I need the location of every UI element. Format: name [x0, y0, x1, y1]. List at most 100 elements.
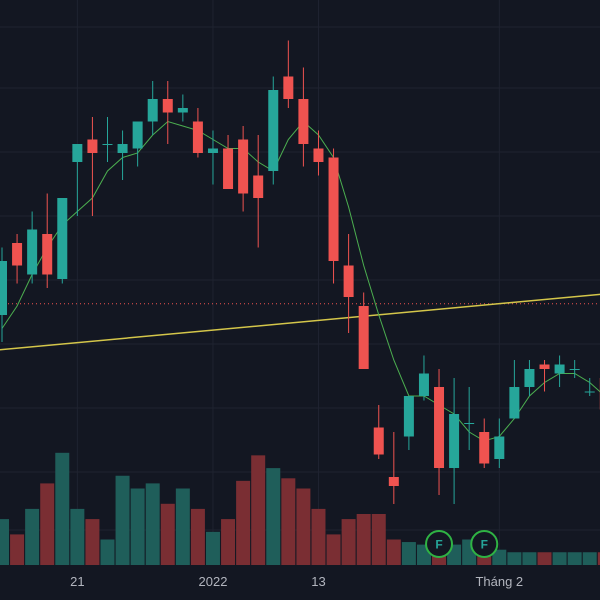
candle[interactable]: [584, 378, 595, 396]
candle-body: [388, 477, 399, 486]
candle[interactable]: [268, 76, 279, 185]
event-marker[interactable]: F: [470, 530, 499, 558]
event-marker-label: F: [481, 538, 488, 552]
candle[interactable]: [449, 378, 460, 504]
x-tick-label: 13: [311, 574, 325, 589]
volume-bar: [266, 468, 281, 565]
x-tick-label: 21: [70, 574, 84, 589]
candle[interactable]: [177, 94, 188, 122]
volume-bar: [341, 519, 356, 565]
candle[interactable]: [569, 360, 580, 378]
candle[interactable]: [102, 117, 113, 162]
candle-body: [494, 436, 505, 459]
volume-bar: [537, 552, 552, 565]
candle-body: [147, 99, 158, 122]
volume-bar: [145, 483, 160, 565]
candle-body: [253, 175, 264, 198]
candle-body: [343, 265, 354, 297]
candle[interactable]: [132, 121, 143, 167]
candle[interactable]: [554, 355, 565, 388]
volume-bar: [296, 488, 311, 565]
candle[interactable]: [57, 198, 68, 284]
candle[interactable]: [117, 130, 128, 181]
time-axis: 21 2022 13 Tháng 2: [0, 565, 600, 600]
candle-body: [102, 144, 113, 145]
candle[interactable]: [42, 193, 53, 289]
event-marker[interactable]: F: [425, 530, 454, 558]
candle[interactable]: [313, 130, 324, 176]
candle[interactable]: [388, 432, 399, 504]
candle[interactable]: [238, 126, 249, 212]
candle[interactable]: [147, 81, 158, 135]
volume-bar: [115, 475, 130, 565]
candle[interactable]: [283, 40, 294, 109]
candle-body: [313, 148, 324, 162]
candle[interactable]: [509, 360, 520, 419]
volume-bar: [492, 549, 507, 565]
volume-bar: [205, 531, 220, 565]
candle-body: [192, 121, 203, 153]
candle[interactable]: [358, 292, 369, 370]
candle-body: [328, 157, 339, 261]
candle[interactable]: [494, 418, 505, 469]
candle[interactable]: [418, 355, 429, 401]
volume-bar: [236, 480, 251, 565]
candle-body: [358, 306, 369, 369]
candle[interactable]: [298, 67, 309, 167]
candle-body: [132, 121, 143, 149]
volume-bar: [130, 488, 145, 565]
candle-body: [298, 99, 309, 144]
candle[interactable]: [207, 130, 218, 185]
candle-body: [434, 387, 445, 468]
candle[interactable]: [253, 135, 264, 248]
candle-body: [373, 427, 384, 455]
event-marker-circle: [470, 530, 499, 558]
candle[interactable]: [434, 369, 445, 495]
candle[interactable]: [27, 211, 38, 284]
volume-bar: [25, 508, 40, 565]
volume-bar: [251, 455, 266, 565]
volume-bar: [221, 519, 236, 565]
volume-bar: [582, 552, 597, 565]
candle-body: [464, 423, 475, 424]
candle-body: [57, 198, 68, 279]
candle-body: [524, 369, 535, 387]
event-marker-label: F: [435, 538, 442, 552]
volume-bar: [175, 488, 190, 565]
candle[interactable]: [0, 247, 7, 343]
volume-bar: [0, 519, 9, 565]
candle[interactable]: [539, 360, 550, 392]
candle[interactable]: [373, 405, 384, 459]
volume-bar: [281, 478, 296, 565]
candle[interactable]: [328, 148, 339, 284]
volume-bar: [386, 539, 401, 565]
candle[interactable]: [479, 418, 490, 469]
time-axis-background: [0, 565, 600, 600]
candle-body: [479, 432, 490, 464]
candles[interactable]: [0, 40, 600, 505]
candle[interactable]: [343, 234, 354, 333]
candle[interactable]: [12, 234, 23, 284]
candle[interactable]: [464, 387, 475, 450]
trend-line[interactable]: [0, 293, 600, 352]
volume-bar: [160, 503, 175, 565]
x-tick-label: 2022: [199, 574, 228, 589]
candle-body: [539, 364, 550, 369]
candle[interactable]: [524, 360, 535, 396]
volume-bar: [401, 542, 416, 565]
candle-body: [0, 261, 7, 315]
volume-bar: [40, 483, 55, 565]
candle[interactable]: [192, 108, 203, 158]
volume-bar: [597, 552, 600, 565]
candle-body: [177, 108, 188, 113]
candle-body: [238, 139, 249, 194]
candle[interactable]: [87, 117, 98, 216]
candle-body: [449, 414, 460, 468]
candle[interactable]: [223, 135, 234, 189]
candle[interactable]: [162, 81, 173, 144]
candle[interactable]: [72, 144, 83, 216]
event-marker-circle: [425, 530, 454, 558]
candle[interactable]: [403, 396, 414, 450]
